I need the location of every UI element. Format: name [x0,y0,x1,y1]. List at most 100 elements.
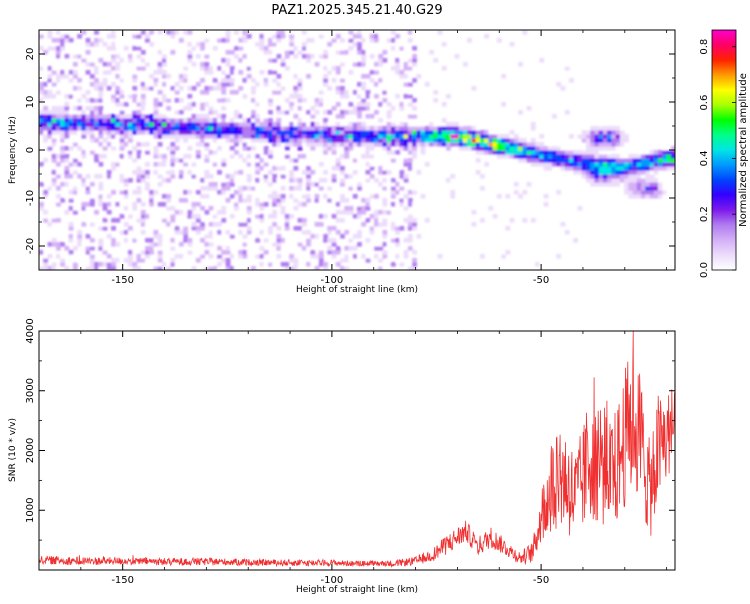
heatmap-cell [412,98,417,103]
heatmap-cell [56,222,61,227]
heatmap-cell [374,118,379,123]
heatmap-cell [132,250,138,255]
heatmap-cell [369,138,375,143]
heatmap-cell [480,254,485,259]
heatmap-cell [276,266,282,270]
heatmap-cell [212,134,218,139]
heatmap-cell [174,122,180,127]
heatmap-cell [98,70,104,75]
heatmap-cell [289,126,295,131]
heatmap-cell [174,110,180,115]
heatmap-cell [641,158,646,163]
heatmap-cell [518,158,523,163]
heatmap-cell [221,178,227,183]
heatmap-cell [340,210,345,215]
heatmap-cell [374,62,379,67]
heatmap-cell [518,110,523,115]
heatmap-cell [85,182,91,187]
heatmap-cell [272,134,278,139]
heatmap-cell [284,126,290,131]
heatmap-cell [195,166,201,171]
heatmap-cell [369,150,375,155]
heatmap-cell [581,178,587,183]
heatmap-cell [183,154,189,159]
heatmap-cell [128,206,133,211]
heatmap-cell [204,70,210,75]
heatmap-cell [352,138,358,143]
heatmap-cell [229,234,235,239]
heatmap-cell [89,230,95,235]
heatmap-cell [157,170,163,175]
heatmap-cell [344,262,350,267]
heatmap-cell [526,106,532,111]
heatmap-cell [204,130,210,135]
heatmap-cell [204,266,210,270]
heatmap-cell [378,210,384,215]
heatmap-cell [569,150,574,155]
heatmap-cell [251,138,256,143]
heatmap-cell [340,90,345,95]
heatmap-cell [128,190,133,195]
heatmap-cell [390,106,396,111]
heatmap-cell [310,114,316,119]
heatmap-cell [64,38,70,43]
heatmap-cell [509,138,515,143]
heatmap-cell [106,38,112,43]
heatmap-cell [331,66,337,71]
heatmap-cell [132,78,138,83]
heatmap-cell [60,254,66,259]
heatmap-cell [390,242,396,247]
heatmap-cell [331,58,337,63]
heatmap-cell [590,170,596,175]
heatmap-cell [289,50,295,55]
heatmap-cell [68,206,74,211]
heatmap-cell [272,174,278,179]
heatmap-cell [645,166,651,171]
heatmap-cell [301,234,307,239]
heatmap-cell [162,202,167,207]
heatmap-cell [369,106,375,111]
heatmap-cell [475,146,481,151]
heatmap-cell [365,114,371,119]
heatmap-cell [454,134,460,139]
heatmap-cell [344,146,350,151]
heatmap-cell [407,54,413,59]
heatmap-cell [145,258,150,263]
heatmap-cell [153,134,159,139]
heatmap-cell [221,126,227,131]
heatmap-cell [60,182,66,187]
heatmap-cell [157,142,163,147]
heatmap-cell [212,234,218,239]
heatmap-cell [132,202,138,207]
heatmap-cell [102,110,108,115]
heatmap-cell [378,82,384,87]
heatmap-cell [446,46,451,51]
heatmap-cell [297,74,303,79]
heatmap-cell [102,142,108,147]
heatmap-cell [649,186,655,191]
heatmap-cell [280,126,286,131]
heatmap-cell [390,74,396,79]
heatmap-cell [586,142,591,147]
heatmap-cell [72,206,78,211]
heatmap-cell [611,166,617,171]
heatmap-cell [496,138,502,143]
heatmap-cell [111,134,116,139]
heatmap-cell [369,114,375,119]
heatmap-cell [47,54,53,59]
heatmap-cell [272,194,278,199]
heatmap-cell [327,126,333,131]
heatmap-cell [539,154,545,159]
heatmap-cell [217,214,222,219]
heatmap-cell [272,138,278,143]
heatmap-cell [251,218,256,223]
heatmap-cell [119,118,125,123]
heatmap-cell [77,98,83,103]
heatmap-cell [615,126,621,131]
heatmap-cell [297,78,303,83]
heatmap-cell [72,254,78,259]
heatmap-cell [458,62,464,67]
heatmap-cell [323,110,328,115]
heatmap-cell [645,174,651,179]
heatmap-cell [268,70,273,75]
